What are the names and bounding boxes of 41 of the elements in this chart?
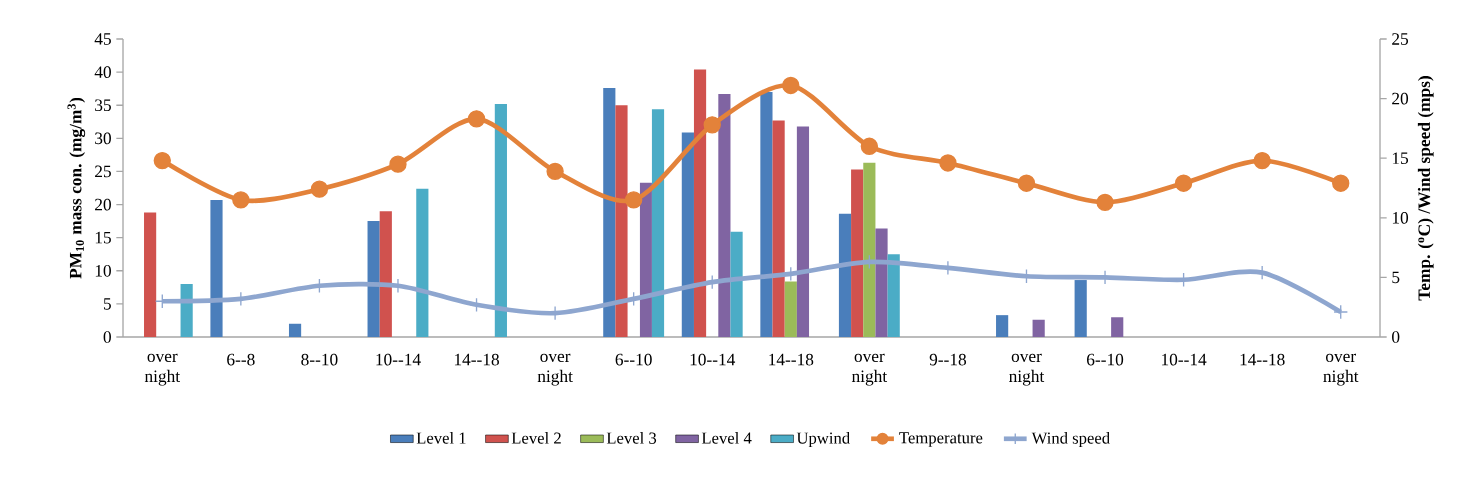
y2-tick-label: 25 (1392, 33, 1409, 45)
x-tick-label: 6--10 (1087, 353, 1124, 366)
y2-tick-label: 20 (1392, 92, 1409, 105)
x-tick-label: 14--18 (1240, 353, 1285, 366)
x-tick-label: 10--14 (1162, 353, 1207, 366)
y-tick-label: 40 (94, 66, 111, 78)
y2-tick-label: 0 (1392, 331, 1400, 343)
legend-label: Level 2 (511, 432, 561, 444)
y-tick-label: 20 (95, 198, 111, 211)
y-tick-label: 15 (95, 231, 111, 244)
y-tick-label: 35 (95, 99, 111, 112)
legend-label: Upwind (796, 432, 850, 448)
y-tick-label: 10 (95, 264, 111, 277)
y-tick-label: 45 (94, 33, 111, 45)
y2-tick-label: 15 (1392, 152, 1409, 164)
x-tick-label: 6--8 (227, 353, 255, 366)
legend-label: Level 1 (416, 432, 466, 444)
x-tick-label: over night (851, 353, 888, 386)
y-tick-label: 30 (95, 132, 111, 145)
y-axis-title: PM$_{10}$ mass con. (mg/m$^{3}$) (67, 97, 86, 279)
y2-tick-label: 10 (1392, 211, 1409, 224)
x-tick-label: over night (144, 353, 180, 386)
x-tick-label: over night (1323, 353, 1359, 386)
x-tick-label: 14--18 (454, 353, 499, 366)
y-tick-label: 0 (103, 331, 111, 343)
y-tick-label: 25 (95, 165, 111, 178)
x-tick-label: 9--18 (929, 353, 967, 366)
y2-tick-label: 5 (1392, 271, 1400, 284)
x-tick-label: 6--10 (615, 353, 652, 366)
y-tick-label: 5 (103, 298, 111, 310)
legend-label: Level 3 (606, 432, 657, 444)
legend-label: Wind speed (1031, 432, 1110, 448)
x-tick-label: 10--14 (376, 353, 421, 366)
y2-axis-title: Temp. ($^{o}$C) /Wind speed (mps) (1417, 76, 1434, 301)
x-tick-label: over night (1009, 353, 1045, 386)
legend-label: Level 4 (701, 432, 752, 444)
x-tick-label: 10--14 (690, 353, 736, 366)
x-tick-label: over night (537, 353, 573, 386)
x-tick-label: 14--18 (769, 353, 814, 366)
legend-label: Temperature (899, 432, 983, 447)
x-tick-label: 8--10 (301, 353, 338, 366)
